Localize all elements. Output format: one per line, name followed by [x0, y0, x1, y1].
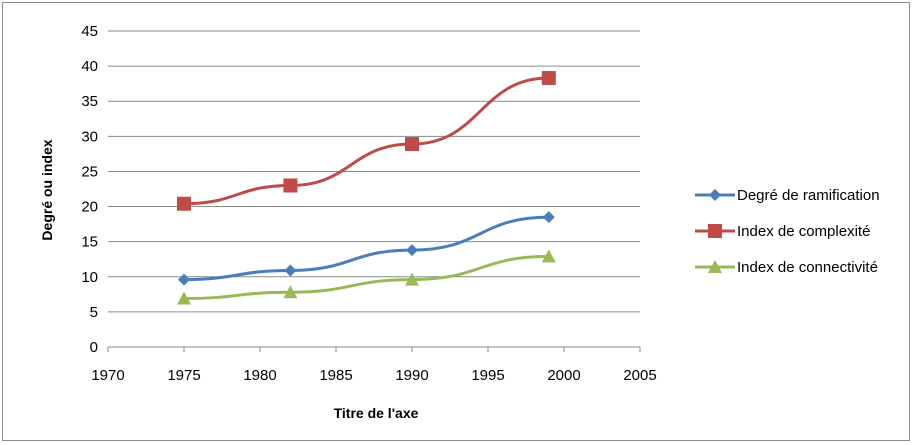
y-tick-label: 45 — [81, 23, 98, 40]
data-point — [283, 285, 298, 299]
y-tick-label: 30 — [81, 128, 98, 145]
series-line — [183, 215, 549, 282]
legend: Degré de ramification Index de complexité… — [695, 187, 880, 276]
data-point — [541, 249, 556, 263]
y-tick-label: 35 — [81, 93, 98, 110]
data-point — [284, 264, 297, 277]
y-tick-label: 15 — [81, 234, 98, 251]
x-tick-label: 1980 — [243, 367, 276, 384]
legend-item: Index de connectivité — [695, 259, 878, 276]
data-point — [177, 196, 191, 211]
gridlines — [108, 30, 640, 348]
y-tick-label: 20 — [81, 199, 98, 216]
series-line — [183, 254, 549, 301]
y-tick-label: 10 — [81, 269, 98, 286]
data-point — [541, 71, 556, 86]
data-point — [542, 211, 555, 224]
legend-marker — [708, 260, 722, 273]
legend-item: Index de complexité — [695, 223, 870, 240]
legend-label: Index de connectivité — [737, 259, 878, 276]
x-tick-label: 1970 — [91, 367, 124, 384]
x-tick-label: 1975 — [167, 367, 200, 384]
legend-marker — [708, 224, 722, 238]
series-3 — [177, 249, 556, 305]
series-2 — [177, 71, 556, 211]
x-tick-label: 1990 — [395, 367, 428, 384]
y-axis-title: Degré ou index — [39, 139, 55, 240]
data-point — [283, 178, 298, 193]
y-tick-label: 40 — [81, 58, 98, 75]
legend-label: Index de complexité — [737, 223, 870, 240]
legend-item: Degré de ramification — [695, 187, 880, 204]
series-line — [183, 76, 549, 206]
data-point — [178, 273, 190, 286]
x-axis-title: Titre de l'axe — [334, 405, 419, 421]
data-point — [406, 244, 418, 257]
y-axis-ticks: 0 5 10 15 20 25 30 35 40 45 — [81, 23, 98, 356]
legend-marker — [709, 189, 721, 201]
data-point — [177, 291, 191, 305]
y-tick-label: 5 — [90, 304, 98, 321]
x-tick-label: 1985 — [319, 367, 352, 384]
series-group — [177, 71, 556, 305]
data-point — [405, 272, 419, 286]
y-tick-label: 25 — [81, 163, 98, 180]
x-tick-label: 1995 — [471, 367, 504, 384]
series-1 — [178, 211, 555, 286]
data-point — [405, 137, 419, 152]
x-tick-label: 2000 — [547, 367, 580, 384]
x-axis-ticks: 1970 1975 1980 1985 1990 1995 2000 2005 — [91, 347, 657, 384]
legend-label: Degré de ramification — [737, 187, 880, 204]
y-tick-label: 0 — [90, 339, 98, 356]
x-tick-label: 2005 — [623, 367, 656, 384]
